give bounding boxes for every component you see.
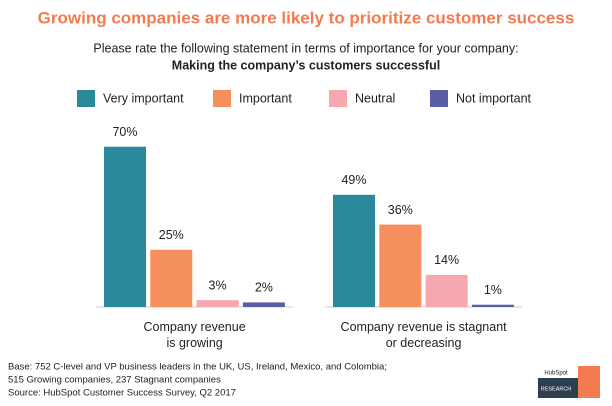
legend-label: Very important [103, 91, 184, 105]
question: Making the company’s customers successfu… [172, 58, 440, 72]
bar [425, 274, 468, 307]
brand-name: HubSpot [544, 371, 568, 377]
data-label: 70% [112, 125, 137, 139]
legend-swatch [430, 90, 448, 107]
note: 515 Growing companies, 237 Stagnant comp… [8, 375, 221, 386]
data-label: 2% [255, 281, 273, 295]
bar [333, 194, 375, 307]
category-label: Company revenue is stagnant or decreasin… [340, 320, 507, 350]
data-label: 49% [341, 173, 366, 187]
brand-label: RESEARCH [541, 386, 572, 392]
data-label: 25% [159, 228, 184, 242]
data-label: 1% [484, 283, 502, 297]
data-label: 36% [388, 203, 413, 217]
bar [471, 304, 514, 307]
legend-swatch [213, 90, 231, 107]
category-label: Company revenue is growing [143, 320, 246, 350]
bar [150, 249, 193, 307]
bar [104, 146, 146, 307]
bar [196, 300, 239, 307]
legend-label: Important [239, 91, 292, 105]
note: Source: HubSpot Customer Success Survey,… [8, 388, 236, 399]
legend-label: Not important [456, 91, 532, 105]
bar [379, 224, 422, 307]
data-label: 3% [209, 278, 227, 292]
subtitle: Please rate the following statement in t… [93, 41, 518, 55]
legend-label: Neutral [355, 91, 395, 105]
brand-icon [578, 366, 600, 398]
note: Base: 752 C-level and VP business leader… [8, 362, 387, 373]
bar [242, 302, 285, 307]
legend-swatch [77, 90, 95, 107]
data-label: 14% [434, 253, 459, 267]
legend-swatch [329, 90, 347, 107]
chart-title: Growing companies are more likely to pri… [38, 8, 575, 27]
